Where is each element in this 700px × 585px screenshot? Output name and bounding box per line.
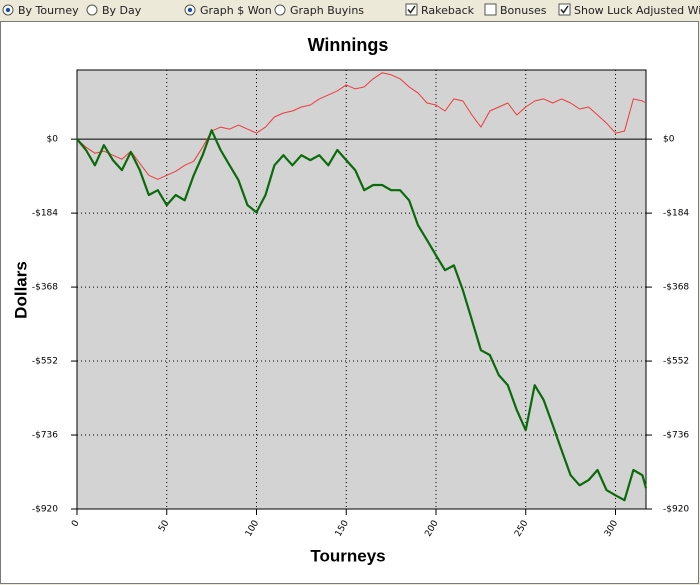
y-tick-label: $0 [47,135,59,145]
check-mark [560,5,569,14]
y-tick-label: -$736 [32,431,58,441]
y-tick-label-right: -$552 [663,357,689,367]
y-tick-label: -$368 [32,283,58,293]
checkbox-label[interactable]: Rakeback [421,4,475,17]
radio-button[interactable] [86,4,98,16]
radio-label[interactable]: By Tourney [18,4,79,17]
radio-dot [187,7,193,13]
y-tick-label: -$552 [32,357,58,367]
radio-label[interactable]: By Day [102,4,142,17]
checkbox-label[interactable]: Bonuses [500,4,547,17]
radio-label[interactable]: Graph Buyins [290,4,364,17]
check-mark [407,5,416,14]
chart-title: Winnings [308,35,389,55]
y-tick-label-right: -$368 [663,283,689,293]
x-tick-label: 0 [70,519,82,529]
y-tick-label: -$184 [32,209,58,219]
y-tick-label-right: -$184 [663,209,689,219]
checkbox[interactable] [405,3,418,16]
toolbar [0,0,700,21]
data-line [76,72,647,180]
checkbox[interactable] [484,3,497,16]
data-line [76,129,648,502]
y-tick-label-right: -$736 [663,431,689,441]
y-axis-label: Dollars [11,261,30,319]
radio-label[interactable]: Graph $ Won [200,4,272,17]
checkbox[interactable] [558,3,571,16]
x-axis-label: Tourneys [310,546,385,565]
radio-button[interactable] [274,4,286,16]
y-tick-label: -$920 [32,505,58,515]
radio-dot [5,7,11,13]
checkbox-label[interactable]: Show Luck Adjusted Win [574,4,700,17]
plot-border [76,69,647,510]
y-tick-label-right: -$920 [663,505,689,515]
plot-area [77,70,646,509]
y-tick-label-right: $0 [663,135,675,145]
